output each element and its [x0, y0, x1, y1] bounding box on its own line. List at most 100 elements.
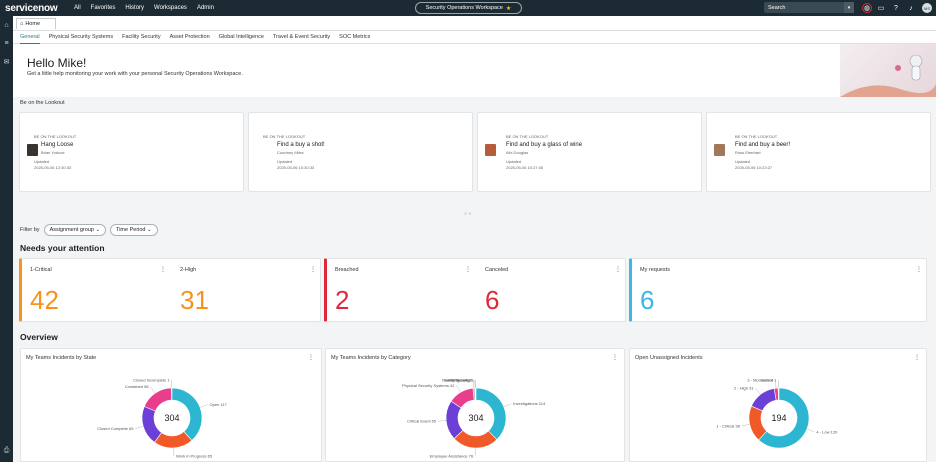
more-icon[interactable]: ⋮ [465, 267, 471, 273]
lookout-tag: BE ON THE LOOKOUT [506, 134, 549, 139]
help-icon[interactable]: ? [894, 4, 898, 12]
lookout-title-text: Find a buy a shot! [277, 142, 325, 148]
slice-leader-line [438, 420, 447, 422]
attention-title: Needs your attention [20, 243, 105, 253]
tab-general[interactable]: General [20, 31, 40, 44]
tab-soc-metrics[interactable]: SOC Metrics [339, 33, 371, 40]
time-period-label: Time Period [116, 227, 146, 233]
donut-chart[interactable]: 304 Investigations 114 Employee Assistanc… [326, 349, 626, 462]
slice-label: Jamral 1 [761, 378, 777, 383]
home-icon[interactable]: ⌂ [4, 22, 9, 29]
slice-leader-line [806, 428, 815, 433]
donut-slice[interactable] [143, 387, 172, 412]
metric-value: 31 [180, 285, 209, 315]
lookout-tag: BE ON THE LOOKOUT [735, 134, 778, 139]
my-requests-card[interactable]: My requests ⋮ 6 [629, 258, 927, 322]
lookout-person: Ross Eberhart [735, 150, 761, 155]
donut-slice[interactable] [450, 387, 475, 409]
donut-slice[interactable] [171, 387, 203, 441]
donut-slice[interactable] [445, 400, 464, 440]
donut-chart[interactable]: 304 Open 117 Work in Progress 65 Closed Co… [21, 349, 323, 462]
home-tab-icon: ⌂ [20, 21, 24, 27]
tab-physical-security-systems[interactable]: Physical Security Systems [48, 33, 114, 40]
printer-icon[interactable]: ⎙ [3, 446, 10, 454]
inbox-icon[interactable]: ✉ [3, 58, 10, 66]
lookout-card[interactable]: BE ON THE LOOKOUT Hang Loose Brian Yodov… [19, 112, 244, 192]
donut-chart[interactable]: 194 4 - Low 120 1 - Critical 38 2 - High 3… [630, 349, 928, 462]
chat-icon[interactable]: ▭ [877, 5, 885, 12]
more-icon[interactable]: ⋮ [160, 267, 166, 273]
more-icon[interactable]: ⋮ [612, 355, 618, 361]
updated-label: Updated [506, 159, 522, 164]
chart-total: 304 [164, 413, 179, 423]
more-icon[interactable]: ⋮ [916, 267, 922, 273]
menu-history[interactable]: History [125, 5, 145, 11]
servicenow-logo[interactable]: servicenow [5, 2, 58, 14]
menu-all[interactable]: All [74, 5, 81, 11]
more-icon[interactable]: ⋮ [914, 355, 920, 361]
more-icon[interactable]: ⋮ [310, 267, 316, 273]
welcome-banner: Hello Mike! Get a little help monitoring… [13, 44, 936, 97]
donut-slice[interactable] [453, 429, 498, 449]
avatar [714, 144, 725, 156]
tab-facility-security[interactable]: Facility Security [122, 33, 161, 40]
donut-slice[interactable] [758, 387, 810, 449]
carousel-dots[interactable]: ● ● [464, 211, 472, 217]
slice-label: Physical Security Systems 42 [402, 383, 455, 388]
slice-leader-line [199, 404, 208, 408]
bell-icon[interactable]: ♪ [909, 4, 913, 12]
donut-slice[interactable] [141, 406, 162, 443]
slice-leader-line [775, 380, 777, 389]
left-rail: ⌂ ≡ ✉ ⎙ [0, 16, 13, 462]
slice-leader-line [755, 387, 761, 395]
lookout-card[interactable]: BE ON THE LOOKOUT Find and buy a beer! R… [706, 112, 931, 192]
tab-travel-event-security[interactable]: Travel & Event Security [272, 33, 331, 40]
lookout-card[interactable]: BE ON THE LOOKOUT Find and buy a glass o… [477, 112, 702, 192]
star-icon[interactable]: ★ [505, 5, 512, 12]
lookout-date: 2025-05-06 12:30:33 [34, 165, 72, 170]
lookout-card[interactable]: BE ON THE LOOKOUT Find a buy a shot! Cou… [248, 112, 473, 192]
lookout-title: Be on the Lookout [20, 100, 65, 106]
updated-label: Updated [34, 159, 50, 164]
menu-admin[interactable]: Admin [196, 5, 214, 11]
lookout-date: 2025-05-06 10:30:33 [277, 165, 315, 170]
metric-label: My requests [640, 267, 670, 273]
lookout-title-text: Hang Loose [41, 142, 74, 148]
page-tabs: General Physical Security Systems Facili… [13, 31, 936, 44]
lookout-title-text: Find and buy a glass of wine [506, 142, 583, 148]
assignment-group-filter[interactable]: Assignment group ⌄ [43, 224, 107, 236]
lookout-date: 2025-05-06 10:23:27 [735, 165, 773, 170]
slice-leader-line [473, 380, 475, 389]
tab-home[interactable]: ⌂ Home [16, 18, 56, 29]
global-search[interactable]: Search ▾ [764, 2, 854, 13]
page-subtitle: Get a little help monitoring your work w… [27, 71, 243, 77]
list-icon[interactable]: ≡ [4, 40, 9, 47]
user-avatar[interactable]: MS [922, 3, 932, 13]
slice-label: Work in Progress 65 [176, 453, 213, 458]
workspace-switcher[interactable]: Security Operations Workspace ★ [415, 2, 522, 14]
more-icon[interactable]: ⋮ [308, 355, 314, 361]
tab-global-intelligence[interactable]: Global Intelligence [218, 33, 264, 40]
critical-priority-card[interactable]: 1-Critical ⋮ 42 2-High ⋮ 31 [19, 258, 321, 322]
metric-value: 6 [640, 285, 655, 315]
donut-slice[interactable] [748, 405, 768, 441]
astronaut-helmet [909, 54, 923, 68]
overview-title: Overview [20, 332, 58, 342]
more-icon[interactable]: ⋮ [615, 267, 621, 273]
slice-label: 2 - High 31 [734, 386, 754, 391]
lookout-person: Alix Douglas [506, 150, 529, 155]
breached-canceled-card[interactable]: Breached ⋮ 2 Canceled ⋮ 6 [324, 258, 626, 322]
donut-slice[interactable] [154, 431, 193, 449]
donut-slice[interactable] [475, 387, 507, 440]
globe-icon[interactable]: ◍ [862, 3, 872, 13]
lookout-date: 2025-05-06 10:27:45 [506, 165, 544, 170]
slice-label: Closed Complete 65 [97, 426, 134, 431]
chevron-down-icon[interactable]: ▾ [844, 2, 854, 13]
tab-asset-protection[interactable]: Asset Protection [169, 33, 210, 40]
menu-workspaces[interactable]: Workspaces [154, 5, 187, 11]
slice-leader-line [150, 386, 156, 394]
updated-label: Updated [735, 159, 751, 164]
donut-slice[interactable] [751, 388, 777, 412]
menu-favorites[interactable]: Favorites [90, 5, 116, 11]
time-period-filter[interactable]: Time Period ⌄ [110, 224, 158, 236]
